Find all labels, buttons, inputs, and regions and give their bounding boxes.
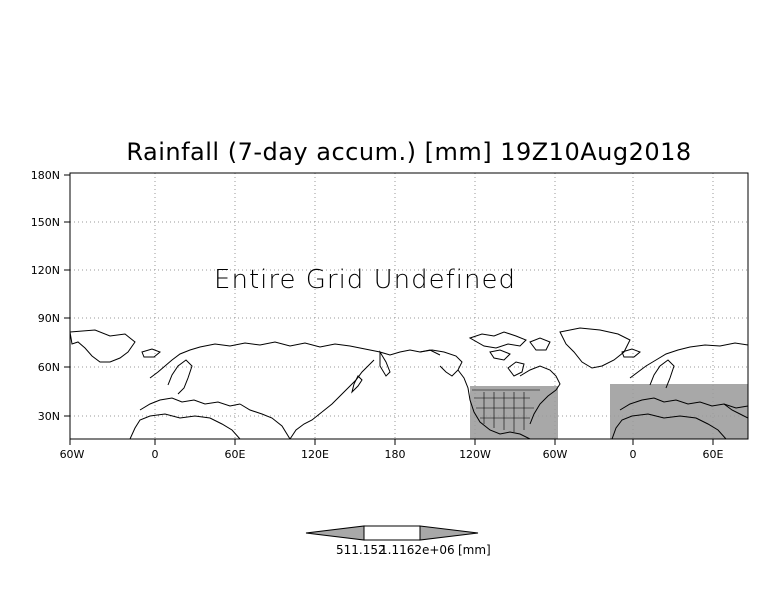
coastlines <box>70 327 748 439</box>
y-tick-label: 30N <box>38 410 60 423</box>
y-tick-label: 90N <box>38 312 60 325</box>
colorbar-unit-label: [mm] <box>458 543 491 557</box>
x-tick-label: 60W <box>60 448 85 461</box>
us-state-borders <box>472 389 540 432</box>
x-tick-label: 60W <box>543 448 568 461</box>
tick-marks <box>64 174 714 445</box>
colorbar-left-arrow <box>305 525 365 541</box>
x-tick-label: 120E <box>301 448 329 461</box>
colorbar-left-label: 511.152 <box>336 543 386 557</box>
x-tick-label: 180 <box>385 448 406 461</box>
colorbar-middle-box <box>363 525 421 541</box>
x-tick-label: 0 <box>152 448 159 461</box>
y-tick-label: 150N <box>31 216 60 229</box>
colorbar-right-arrow <box>419 525 479 541</box>
x-tick-label: 60E <box>703 448 724 461</box>
x-tick-label: 0 <box>630 448 637 461</box>
x-tick-labels: 60W 0 60E 120E 180 120W 60W 0 60E <box>60 448 724 461</box>
x-tick-label: 60E <box>225 448 246 461</box>
gridlines <box>70 173 748 439</box>
undefined-message: Entire Grid Undefined <box>214 265 516 295</box>
y-tick-label: 180N <box>31 169 60 182</box>
y-tick-labels: 180N 150N 120N 90N 60N 30N <box>31 169 60 423</box>
colorbar <box>305 525 479 541</box>
y-tick-label: 60N <box>38 361 60 374</box>
y-tick-label: 120N <box>31 264 60 277</box>
plot-frame <box>69 172 749 440</box>
map-title: Rainfall (7-day accum.) [mm] 19Z10Aug201… <box>126 138 692 166</box>
shaded-regions <box>470 384 748 439</box>
x-tick-label: 120W <box>459 448 491 461</box>
colorbar-mid-label: 1.1162e+06 <box>380 543 455 557</box>
